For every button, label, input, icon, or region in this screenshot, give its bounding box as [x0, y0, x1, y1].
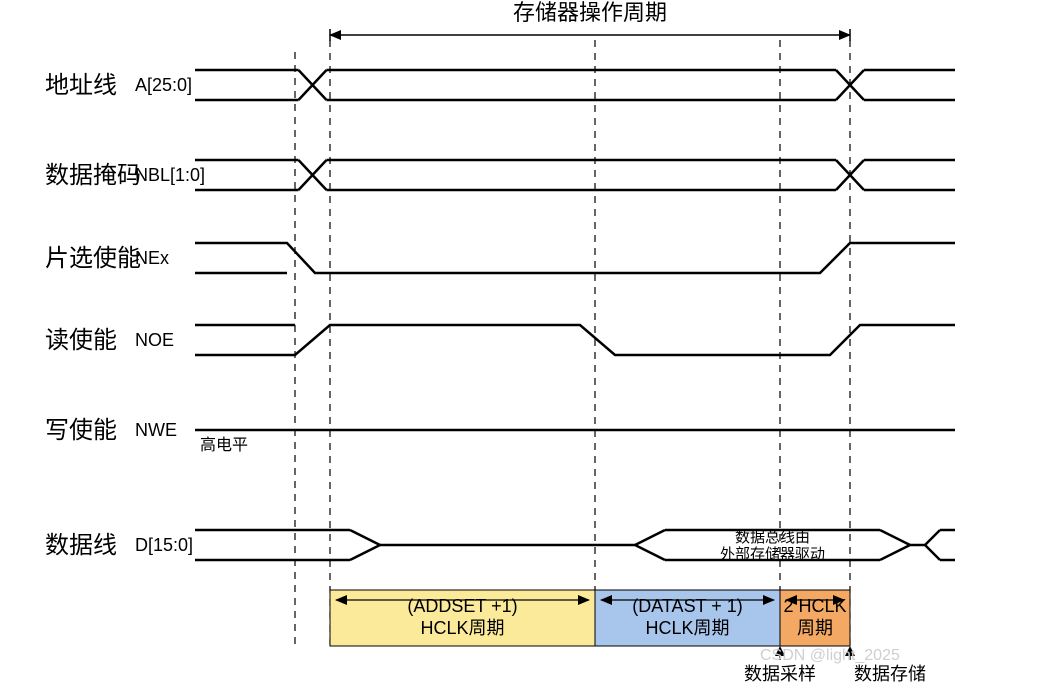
region-addset-l2: HCLK周期: [420, 618, 504, 638]
signal-label: 片选使能: [45, 245, 141, 272]
signal-sublabel: A[25:0]: [135, 75, 192, 95]
label-sample: 数据采样: [744, 664, 816, 684]
signal-label: 读使能: [45, 327, 117, 354]
region-addset-l1: (ADDSET +1): [407, 596, 517, 616]
data-bubble-line1: 数据总线由: [735, 529, 810, 546]
signal-label: 写使能: [45, 417, 117, 444]
region-datast-l2: HCLK周期: [645, 618, 729, 638]
data-bubble-line2: 外部存储器驱动: [720, 546, 825, 563]
signal-label: 地址线: [45, 72, 117, 99]
region-datast-l1: (DATAST + 1): [632, 596, 743, 616]
label-store: 数据存储: [854, 664, 926, 684]
region-hclk2-l2: 周期: [797, 618, 833, 638]
signal-sublabel: D[15:0]: [135, 535, 193, 555]
signal-label: 数据线: [45, 532, 117, 559]
nwe-note: 高电平: [200, 436, 248, 454]
title: 存储器操作周期: [513, 0, 667, 25]
signal-sublabel: NWE: [135, 420, 177, 440]
signal-sublabel: NEx: [135, 248, 169, 268]
watermark: CSDN @light_2025: [760, 647, 900, 664]
signal-sublabel: NOE: [135, 330, 174, 350]
region-hclk2-l1: 2 HCLK: [783, 596, 846, 616]
signal-sublabel: NBL[1:0]: [135, 165, 205, 185]
signal-label: 数据掩码: [45, 162, 141, 189]
